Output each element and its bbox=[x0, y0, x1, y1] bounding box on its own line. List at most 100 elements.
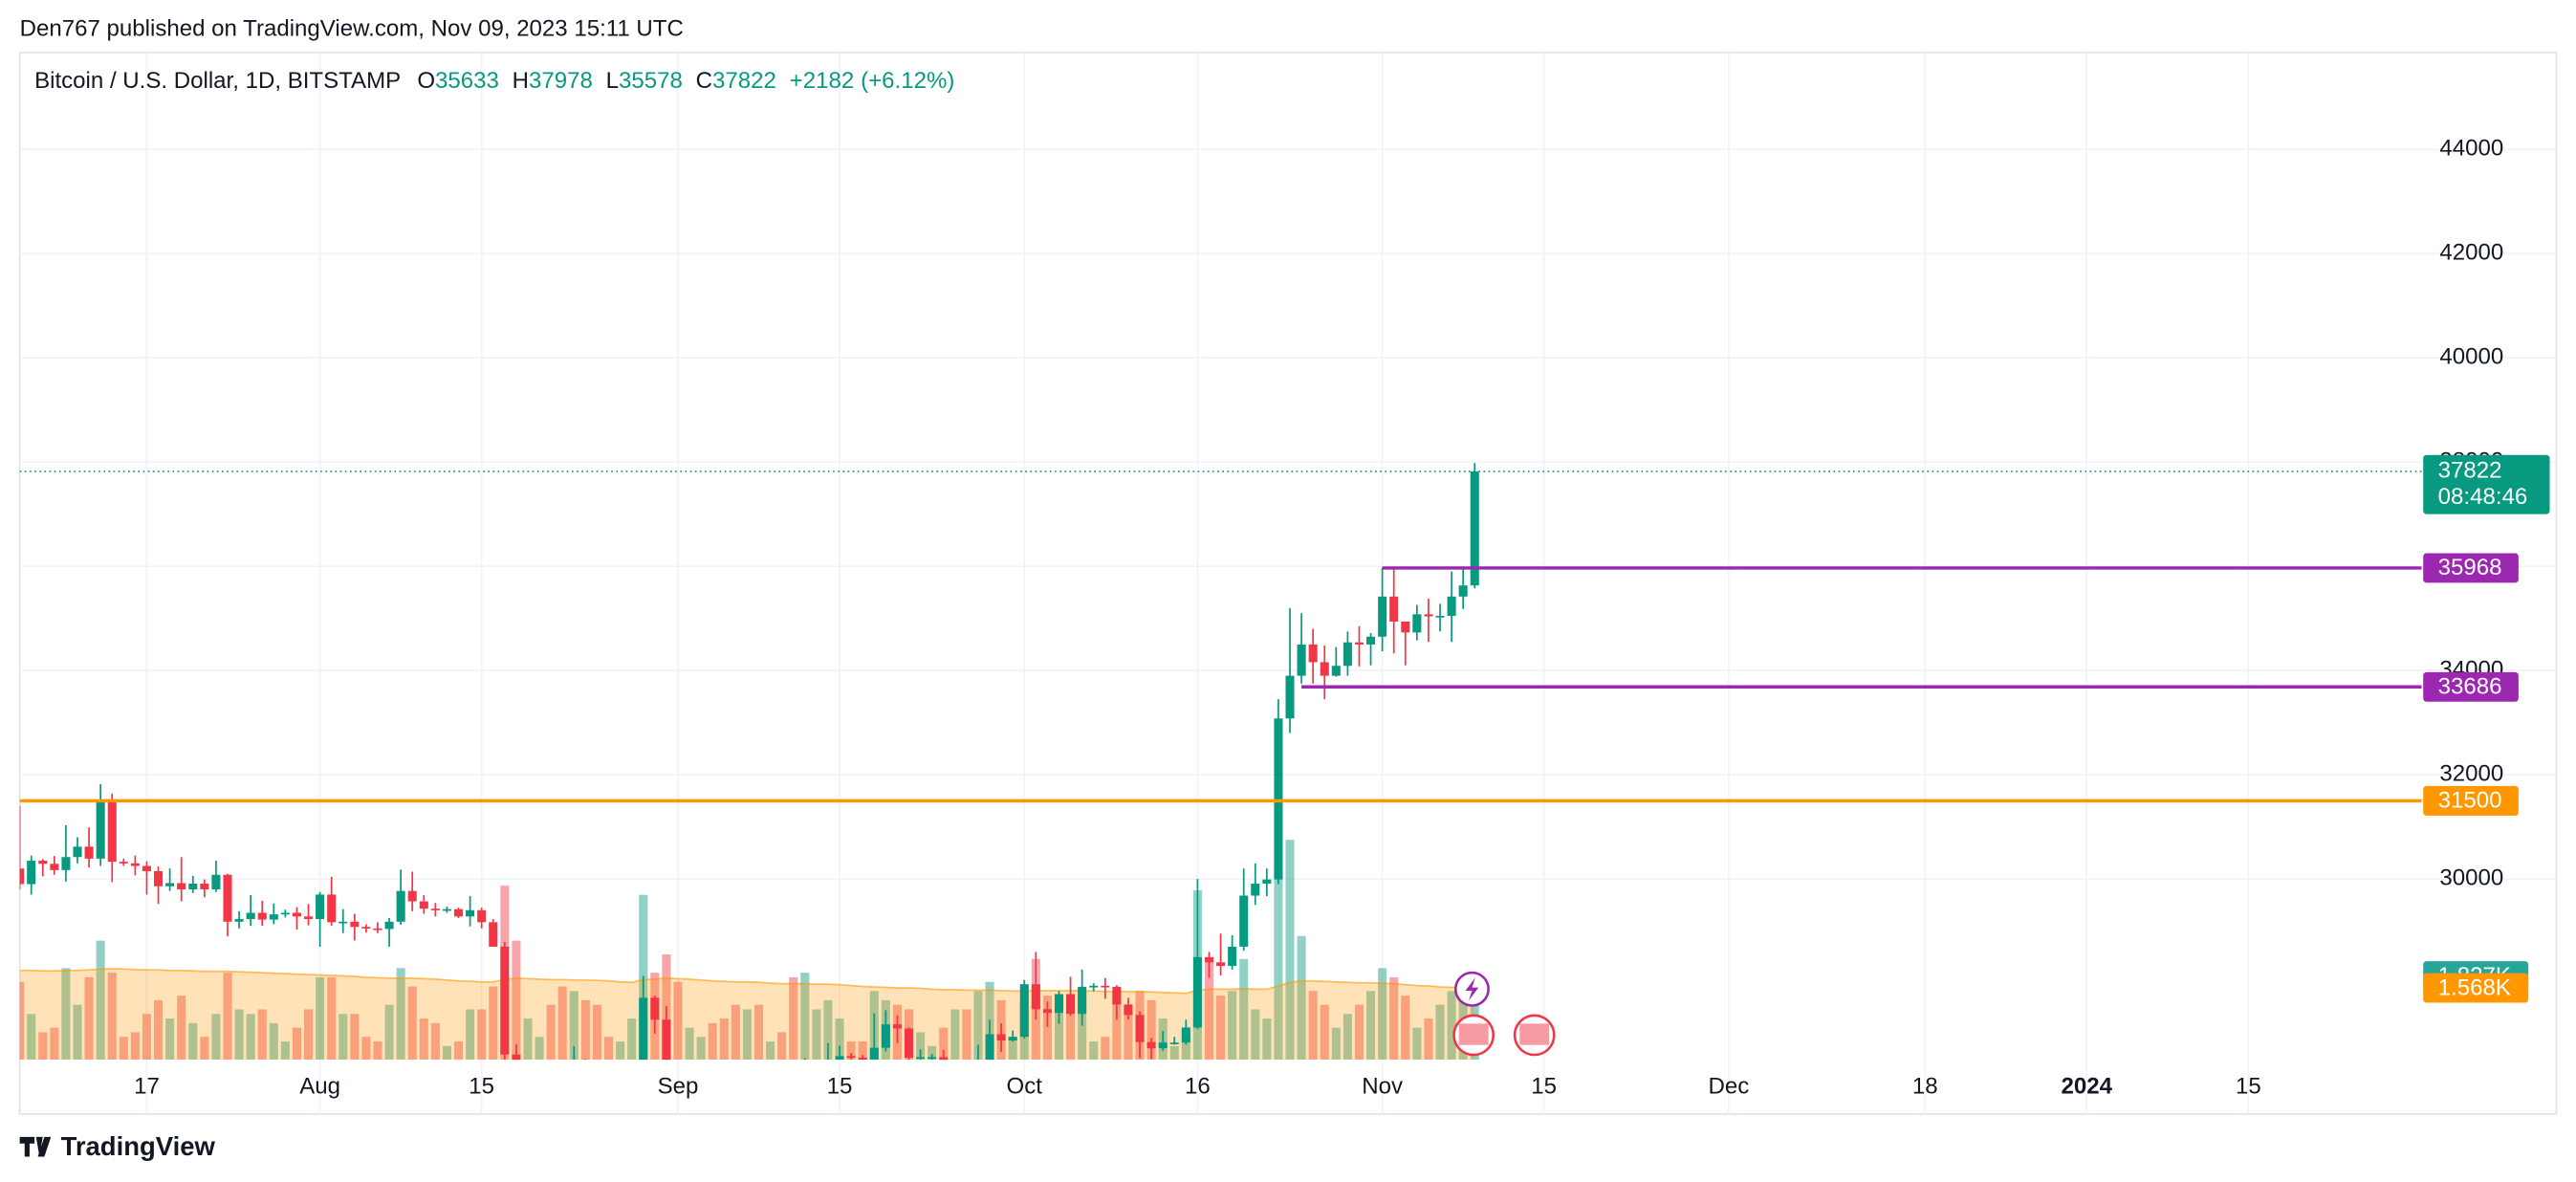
candle-body bbox=[662, 1019, 671, 1061]
x-tick-label: Dec bbox=[1709, 1074, 1750, 1100]
candle-body bbox=[1308, 644, 1318, 663]
volume-bar bbox=[1124, 1004, 1133, 1061]
overlays: 3000032000340003600038000400004200044000… bbox=[19, 136, 2550, 1100]
volume-label: 1.568K bbox=[2438, 974, 2511, 1000]
candle-body bbox=[1435, 615, 1445, 618]
brand: TradingView bbox=[19, 1131, 216, 1161]
x-tick-label: Aug bbox=[299, 1074, 340, 1100]
candle-body bbox=[234, 919, 244, 922]
volume-bar bbox=[223, 973, 232, 1061]
candle-body bbox=[1343, 642, 1352, 667]
candle-body bbox=[1169, 1042, 1179, 1044]
volume-bar bbox=[211, 1014, 221, 1061]
candle-body bbox=[650, 997, 660, 1020]
legend-change-pct: (+6.12%) bbox=[861, 68, 954, 94]
volume-bar bbox=[1262, 1018, 1272, 1061]
candle-body bbox=[246, 912, 255, 920]
volume-bar bbox=[1228, 991, 1237, 1061]
volume-bar bbox=[477, 1009, 487, 1061]
candle-body bbox=[1297, 644, 1306, 676]
volume-bar bbox=[939, 1027, 949, 1061]
volume-bar bbox=[154, 999, 164, 1061]
candle-body bbox=[869, 1047, 879, 1061]
candle-body bbox=[384, 921, 394, 930]
candle-body bbox=[96, 802, 105, 859]
level-label: 31500 bbox=[2438, 788, 2502, 814]
volume-bar bbox=[304, 1009, 314, 1061]
candle-body bbox=[304, 916, 314, 920]
volume-bar bbox=[1216, 996, 1226, 1061]
legend-key: H bbox=[513, 68, 529, 94]
flag bbox=[1519, 1023, 1550, 1045]
candle-body bbox=[835, 1056, 844, 1061]
volume-bar bbox=[1181, 1032, 1190, 1061]
volume-bar bbox=[580, 999, 590, 1061]
candle-body bbox=[1331, 666, 1341, 676]
candle-body bbox=[512, 1054, 521, 1061]
candle-body bbox=[1124, 1004, 1133, 1016]
volume-bar bbox=[61, 968, 71, 1061]
volume-bar bbox=[73, 1004, 82, 1061]
volume-bar bbox=[1354, 1004, 1364, 1061]
volume-bar bbox=[119, 1037, 128, 1061]
volume-bar bbox=[777, 1032, 787, 1061]
event-icon bbox=[1465, 977, 1479, 1001]
volume-bar bbox=[1435, 1004, 1445, 1061]
candle-body bbox=[904, 1028, 914, 1058]
volume-bar bbox=[338, 1014, 348, 1061]
chart-frame bbox=[18, 52, 2558, 1115]
candle-body bbox=[442, 908, 451, 911]
candle-body bbox=[211, 874, 221, 890]
candle-body bbox=[846, 1056, 856, 1059]
flag bbox=[1458, 1023, 1489, 1045]
last-price-box bbox=[2423, 454, 2550, 514]
candle-body bbox=[1401, 621, 1410, 633]
volume-bar bbox=[592, 1004, 601, 1061]
candle-body bbox=[1181, 1027, 1190, 1043]
x-tick-label: 15 bbox=[469, 1074, 494, 1100]
candle-body bbox=[639, 997, 648, 1061]
volume-bar bbox=[1042, 996, 1052, 1061]
volume-bar bbox=[962, 1009, 971, 1061]
candle-body bbox=[1158, 1042, 1168, 1049]
candle-body bbox=[154, 870, 164, 886]
volume-bar bbox=[1274, 866, 1283, 1061]
volume-bar bbox=[858, 1041, 867, 1061]
volume-bar bbox=[430, 1022, 440, 1061]
candle-body bbox=[269, 914, 278, 920]
volume-bar bbox=[165, 1018, 175, 1061]
candle-body bbox=[1192, 956, 1202, 1028]
volume-bar bbox=[466, 1009, 475, 1061]
candle-body bbox=[119, 862, 128, 864]
candle-body bbox=[396, 890, 405, 922]
volume-bar bbox=[280, 1041, 290, 1061]
candle-body bbox=[489, 922, 498, 947]
candle-body bbox=[453, 908, 464, 917]
volume-bar bbox=[200, 1037, 209, 1061]
volume-bar bbox=[1054, 1004, 1064, 1061]
volume-bar bbox=[1066, 996, 1076, 1061]
volume-bar bbox=[616, 1041, 625, 1061]
candle-body bbox=[188, 884, 198, 890]
volume-bar bbox=[916, 1032, 926, 1061]
legend-value: 35633 bbox=[435, 68, 499, 94]
volume-bar bbox=[327, 976, 337, 1061]
y-tick-label: 30000 bbox=[2439, 865, 2503, 890]
countdown-label: 08:48:46 bbox=[2438, 484, 2528, 510]
candle-body bbox=[858, 1057, 867, 1061]
candle-body bbox=[1274, 718, 1283, 880]
candle-body bbox=[27, 861, 36, 885]
volume-bar bbox=[96, 940, 105, 1061]
volume-bar bbox=[800, 973, 810, 1061]
volume-bar bbox=[269, 1022, 278, 1061]
volume-bar bbox=[361, 1037, 371, 1061]
x-tick-label: 15 bbox=[2236, 1074, 2261, 1100]
volume-bar bbox=[835, 1018, 844, 1061]
volume-bar bbox=[1204, 958, 1214, 1061]
volume-bar bbox=[719, 1018, 729, 1061]
volume-bar bbox=[1285, 840, 1295, 1061]
candles bbox=[19, 463, 1479, 1061]
candle-body bbox=[1042, 1009, 1052, 1014]
candle-body bbox=[177, 883, 186, 890]
x-tick-label: Oct bbox=[1007, 1074, 1043, 1100]
